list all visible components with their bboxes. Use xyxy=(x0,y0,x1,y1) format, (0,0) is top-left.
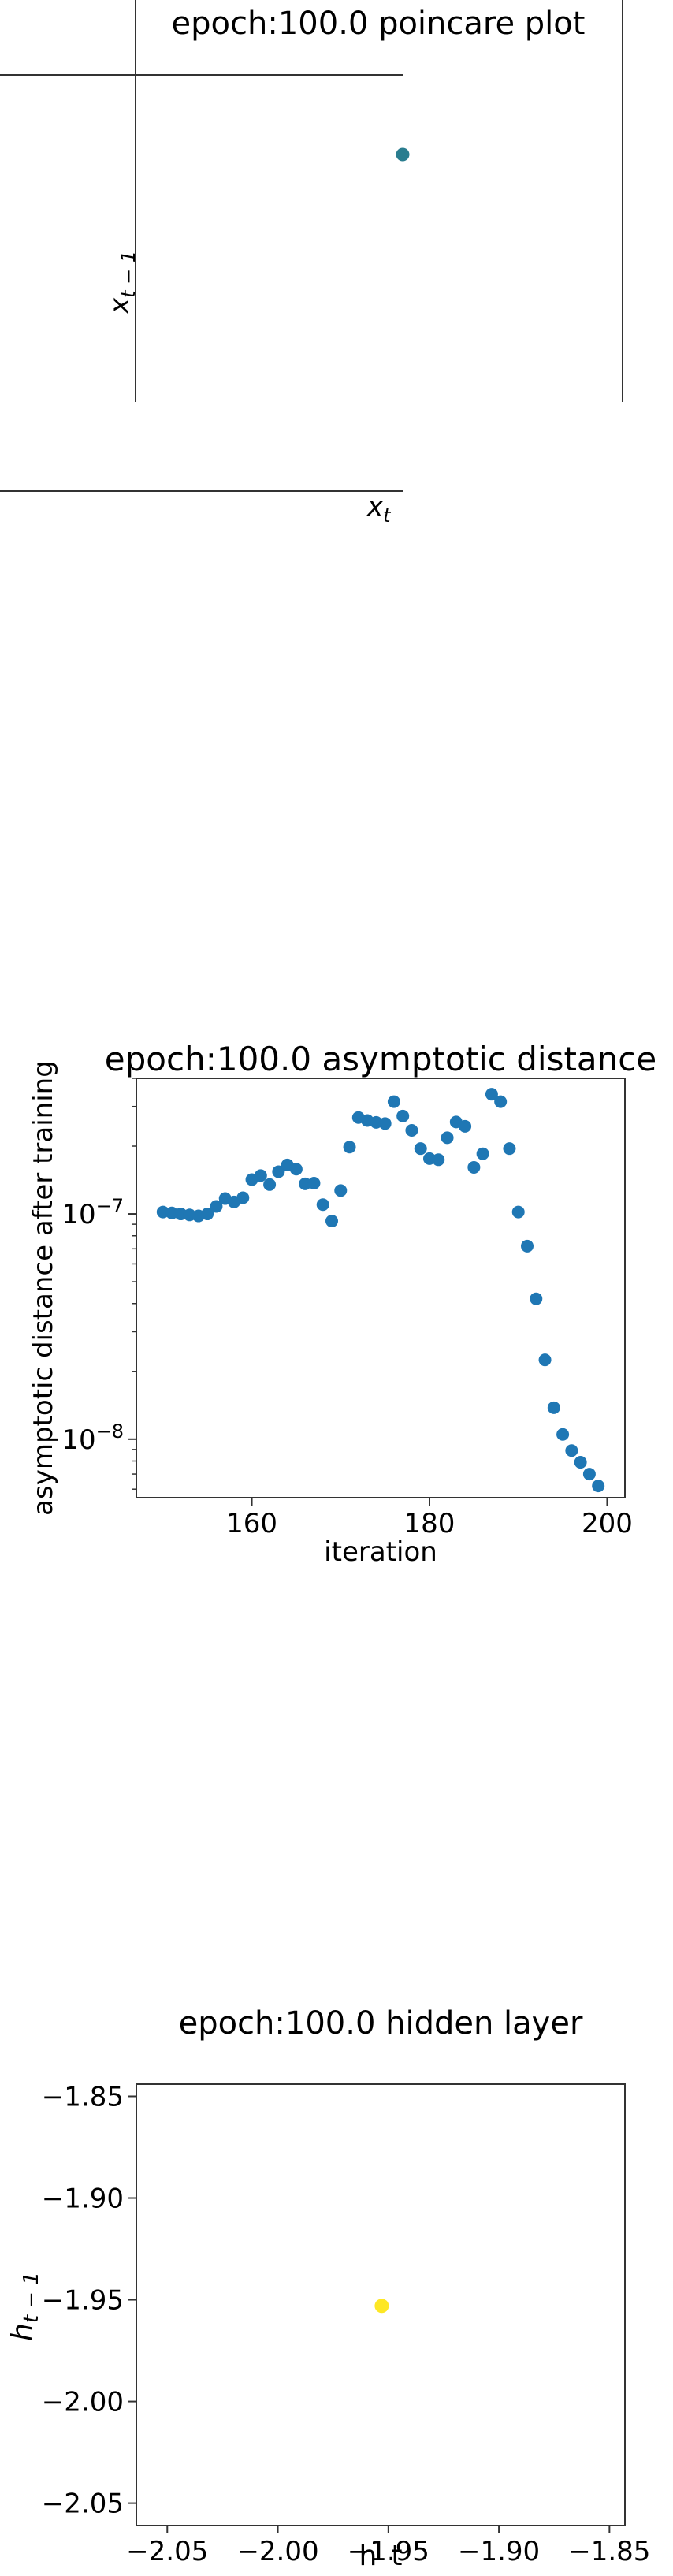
hidden-plot-frame xyxy=(136,2083,626,2526)
asymptotic-point xyxy=(316,1198,329,1212)
hidden-xtick-label: −1.90 xyxy=(458,2536,540,2567)
asymptotic-title: epoch:100.0 asymptotic distance xyxy=(105,1040,656,1078)
asymptotic-point xyxy=(325,1215,338,1228)
asymptotic-ytick-label: 10−8 xyxy=(61,1420,124,1456)
asymptotic-point xyxy=(547,1401,560,1414)
asymptotic-point xyxy=(272,1165,285,1178)
poincare-chart: epoch:100.0 poincare plot xt xt − 1 xyxy=(0,0,623,527)
asymptotic-point xyxy=(530,1292,543,1305)
asymptotic-point xyxy=(201,1208,214,1221)
hidden-xtick-label: −2.05 xyxy=(126,2536,208,2567)
asymptotic-point xyxy=(307,1176,321,1189)
poincare-title: epoch:100.0 poincare plot xyxy=(172,6,586,42)
asymptotic-point xyxy=(378,1117,392,1130)
asymptotic-point xyxy=(263,1178,277,1191)
asymptotic-point xyxy=(343,1141,356,1154)
asymptotic-point xyxy=(521,1239,534,1253)
asymptotic-point xyxy=(476,1147,489,1160)
poincare-xlabel: xt xyxy=(366,491,392,527)
asymptotic-point xyxy=(414,1142,427,1156)
asymptotic-point xyxy=(556,1428,570,1441)
asymptotic-point xyxy=(387,1095,400,1108)
asymptotic-point xyxy=(405,1124,418,1137)
asymptotic-xtick-label: 160 xyxy=(226,1508,277,1539)
hidden-ytick-label: −2.00 xyxy=(42,2387,124,2418)
poincare-ylabel: xt − 1 xyxy=(104,251,139,315)
hidden-xtick-label: −1.85 xyxy=(568,2536,650,2567)
asymptotic-xtick-label: 180 xyxy=(404,1508,455,1539)
asymptotic-point xyxy=(432,1153,445,1167)
hidden-ytick-label: −1.90 xyxy=(42,2183,124,2215)
hidden-xtick-label: −1.95 xyxy=(348,2536,429,2567)
hidden-ylabel: ht − 1 xyxy=(6,2272,43,2341)
poincare-point xyxy=(396,147,410,162)
asymptotic-point xyxy=(396,1109,410,1122)
hidden-xtick-label: −2.00 xyxy=(236,2536,318,2567)
hidden-point xyxy=(374,2299,389,2314)
asymptotic-point xyxy=(334,1184,348,1197)
asymptotic-point xyxy=(565,1444,578,1457)
asymptotic-ytick-label: 10−7 xyxy=(61,1195,124,1230)
asymptotic-point xyxy=(210,1200,223,1213)
hidden-xlabel: h_t xyxy=(359,2540,403,2570)
asymptotic-point xyxy=(467,1160,481,1174)
asymptotic-point xyxy=(511,1205,525,1219)
hidden-ytick-label: −1.85 xyxy=(42,2081,124,2113)
asymptotic-point xyxy=(494,1095,508,1108)
asymptotic-chart: epoch:100.0 asymptotic distance 160 180 20… xyxy=(28,1040,656,1568)
asymptotic-point xyxy=(574,1456,587,1469)
hidden-layer-chart: epoch:100.0 hidden layer −2.05 −2.00 −1.95… xyxy=(6,2005,650,2570)
asymptotic-point xyxy=(236,1191,250,1204)
hidden-title: epoch:100.0 hidden layer xyxy=(179,2005,583,2042)
asymptotic-point xyxy=(538,1353,552,1367)
asymptotic-point xyxy=(503,1142,516,1156)
asymptotic-plot-frame xyxy=(136,1078,626,1498)
asymptotic-point xyxy=(592,1480,605,1493)
asymptotic-xlabel: iteration xyxy=(324,1536,437,1568)
asymptotic-point xyxy=(459,1119,472,1133)
asymptotic-point xyxy=(582,1468,596,1481)
hidden-ytick-label: −1.95 xyxy=(42,2285,124,2317)
hidden-ytick-label: −2.05 xyxy=(42,2489,124,2520)
asymptotic-point xyxy=(441,1131,454,1145)
asymptotic-ylabel: asymptotic distance after training xyxy=(28,1060,59,1516)
asymptotic-point xyxy=(254,1169,267,1182)
asymptotic-xtick-label: 200 xyxy=(582,1508,633,1539)
asymptotic-point xyxy=(485,1088,498,1101)
asymptotic-point xyxy=(289,1163,303,1176)
